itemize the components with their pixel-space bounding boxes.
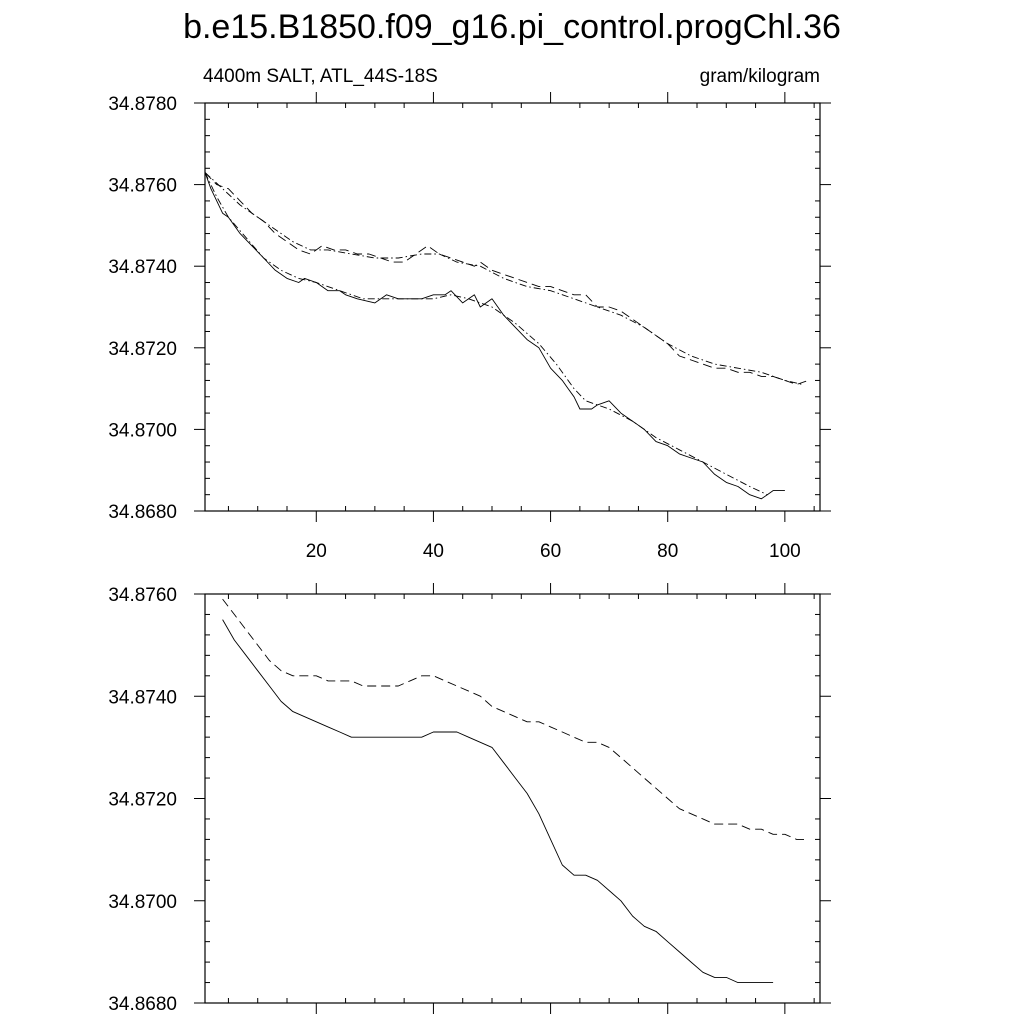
panel-1-left-label: 4400m SALT, ATL_44S-18S xyxy=(203,66,438,87)
panel-1-xtick-label: 100 xyxy=(769,541,801,562)
panel-1-ytick-label: 34.8700 xyxy=(108,420,177,441)
panel-1-ytick-label: 34.8760 xyxy=(108,176,177,197)
panel-2-ytick-label: 34.8740 xyxy=(108,687,177,708)
panel-1-series-solid xyxy=(204,172,785,500)
chart-title: b.e15.B1850.f09_g16.pi_control.progChl.3… xyxy=(183,8,841,46)
panel-1-ytick-label: 34.8740 xyxy=(108,257,177,278)
panel-1-xtick-label: 20 xyxy=(306,541,327,562)
panel-1-ytick-label: 34.8680 xyxy=(108,502,177,523)
panel-2-plot: 34.8680 34.8700 34.8720 34.8740 34.8760 xyxy=(108,583,831,1015)
panel-1-plot: 34.8680 34.8700 34.8720 34.8740 34.8760 34.87… xyxy=(108,92,831,562)
panel-1-series-dashed xyxy=(204,172,809,385)
panel-1-series-solid-smooth xyxy=(204,172,768,496)
panel-1-ytick-label: 34.8780 xyxy=(108,94,177,115)
panel-1-units-label: gram/kilogram xyxy=(700,66,820,87)
panel-2-ytick-label: 34.8720 xyxy=(108,790,177,811)
panel-1-frame xyxy=(204,102,821,512)
panel-2-ytick-label: 34.8700 xyxy=(108,892,177,913)
panel-1-xtick-label: 40 xyxy=(423,541,444,562)
panel-2-ytick-label: 34.8760 xyxy=(108,585,177,606)
panel-1-xtick-label: 60 xyxy=(540,541,561,562)
panel-2-ytick-label: 34.8680 xyxy=(108,994,177,1015)
panel-2-series-solid xyxy=(222,619,774,984)
panel-1-series-dashed-smooth xyxy=(204,172,803,385)
panel-2-series-dashed xyxy=(222,598,809,840)
panel-1-xtick-label: 80 xyxy=(657,541,678,562)
panel-1-ytick-label: 34.8720 xyxy=(108,339,177,360)
